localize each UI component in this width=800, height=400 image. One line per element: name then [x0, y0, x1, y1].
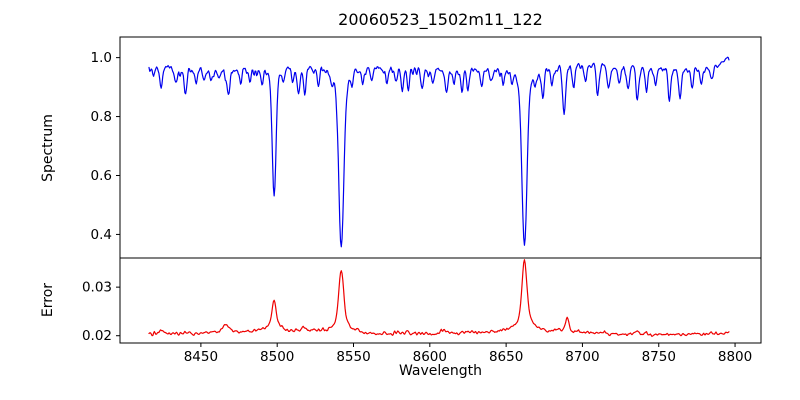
spectrum-line: [148, 56, 730, 248]
x-tick-label: 8600: [413, 349, 447, 365]
x-tick-label: 8500: [260, 349, 294, 365]
x-tick-label: 8800: [718, 349, 752, 365]
error-panel-border: [119, 257, 762, 344]
y-axis-label-error: Error: [40, 282, 56, 318]
y-tick-label: 0.8: [91, 109, 112, 125]
x-axis-label: Wavelength: [398, 363, 483, 379]
x-tick-label: 8750: [642, 349, 676, 365]
x-tick-label: 8450: [184, 349, 218, 365]
y-tick-label: 0.6: [91, 168, 112, 184]
error-line: [148, 259, 730, 337]
y-tick-label: 1.0: [91, 50, 112, 66]
chart-title: 20060523_1502m11_122: [338, 10, 543, 29]
x-tick-label: 8650: [489, 349, 523, 365]
y-tick-label: 0.4: [91, 227, 112, 243]
x-tick-label: 8550: [336, 349, 370, 365]
y-tick-label: 0.03: [82, 280, 112, 296]
x-tick-label: 8700: [565, 349, 599, 365]
y-tick-label: 0.02: [82, 328, 112, 344]
y-axis-label-spectrum: Spectrum: [40, 114, 56, 182]
